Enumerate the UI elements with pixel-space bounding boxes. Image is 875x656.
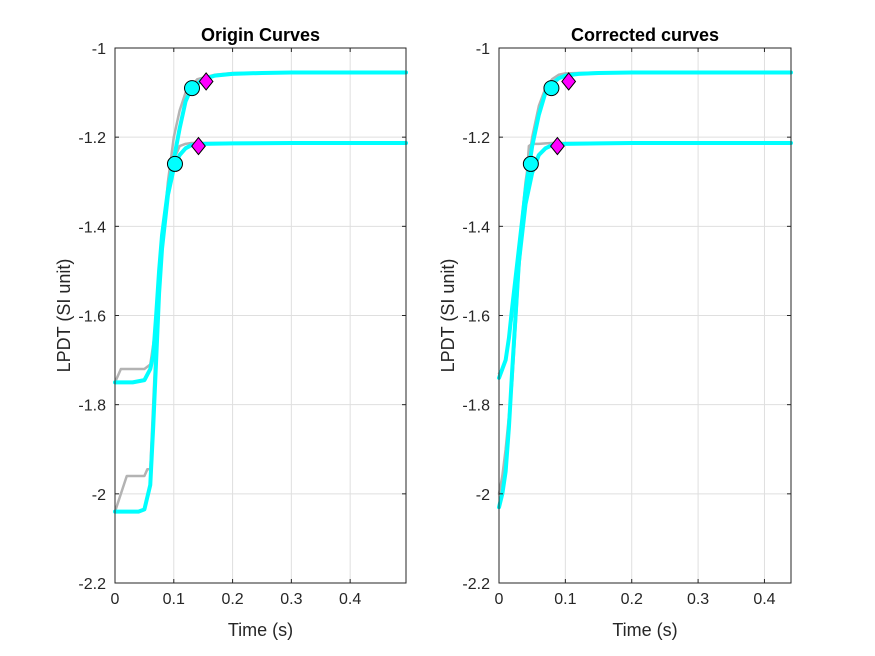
x-tick-label: 0.1 [554,591,576,608]
x-tick-label: 0.3 [280,591,302,608]
y-tick-label: -1 [92,41,106,58]
chart-title: Corrected curves [571,25,719,45]
diamond-marker [549,136,565,156]
x-axis-label: Time (s) [228,620,293,640]
y-axis-ticks: -2.2 -2 -1.8 -1.6 -1.4 -1.2 -1 [462,41,791,593]
y-tick-label: -1 [476,41,490,58]
subplot-corrected-curves: 0 0.1 0.2 0.3 0.4 -2.2 -2 -1.8 -1.6 -1.4 -1.2 -1 C… [438,25,793,640]
plot-area [497,70,793,510]
x-tick-label: 0 [111,591,120,608]
x-tick-label: 0.3 [687,591,709,608]
y-tick-label: -2 [92,487,106,504]
grid-lines [499,48,791,583]
fitted-curve-line [113,140,408,514]
x-tick-label: 0.2 [221,591,243,608]
y-tick-label: -1.2 [78,130,106,147]
x-axis-ticks: 0 0.1 0.2 0.3 0.4 [495,48,776,608]
plot-area [113,70,408,514]
diamond-marker [191,136,206,156]
circle-marker [543,80,560,97]
x-axis-label: Time (s) [612,620,677,640]
diamond-marker [198,72,214,91]
y-tick-label: -2.2 [78,576,106,593]
x-tick-label: 0.2 [621,591,643,608]
y-tick-label: -1.8 [78,398,106,415]
fitted-curve-line [497,140,793,510]
y-tick-label: -2 [476,487,490,504]
y-axis-label: LPDT (SI unit) [54,259,74,373]
y-tick-label: -1.2 [462,130,490,147]
circle-marker [166,155,183,172]
y-tick-label: -1.6 [462,309,490,326]
x-tick-label: 0.1 [163,591,185,608]
y-tick-label: -1.6 [78,309,106,326]
y-tick-label: -1.8 [462,398,490,415]
diamond-marker [561,72,577,91]
x-tick-label: 0.4 [339,591,361,608]
circle-marker [522,155,539,172]
subplot-origin-curves: 0 0.1 0.2 0.3 0.4 -2.2 -2 -1.8 -1.6 -1.4 -1.2 -1 O… [54,25,408,640]
y-tick-label: -1.4 [462,219,490,236]
fitted-curve-line [113,70,408,385]
chart-title: Origin Curves [201,25,320,45]
x-axis-ticks: 0 0.1 0.2 0.3 0.4 [111,48,361,608]
y-axis-label: LPDT (SI unit) [438,259,458,373]
y-tick-label: -1.4 [78,219,106,236]
fitted-curve-line [497,70,793,380]
y-axis-ticks: -2.2 -2 -1.8 -1.6 -1.4 -1.2 -1 [78,41,406,593]
x-tick-label: 0 [495,591,504,608]
circle-marker [184,80,201,97]
x-tick-label: 0.4 [753,591,775,608]
y-tick-label: -2.2 [462,576,490,593]
